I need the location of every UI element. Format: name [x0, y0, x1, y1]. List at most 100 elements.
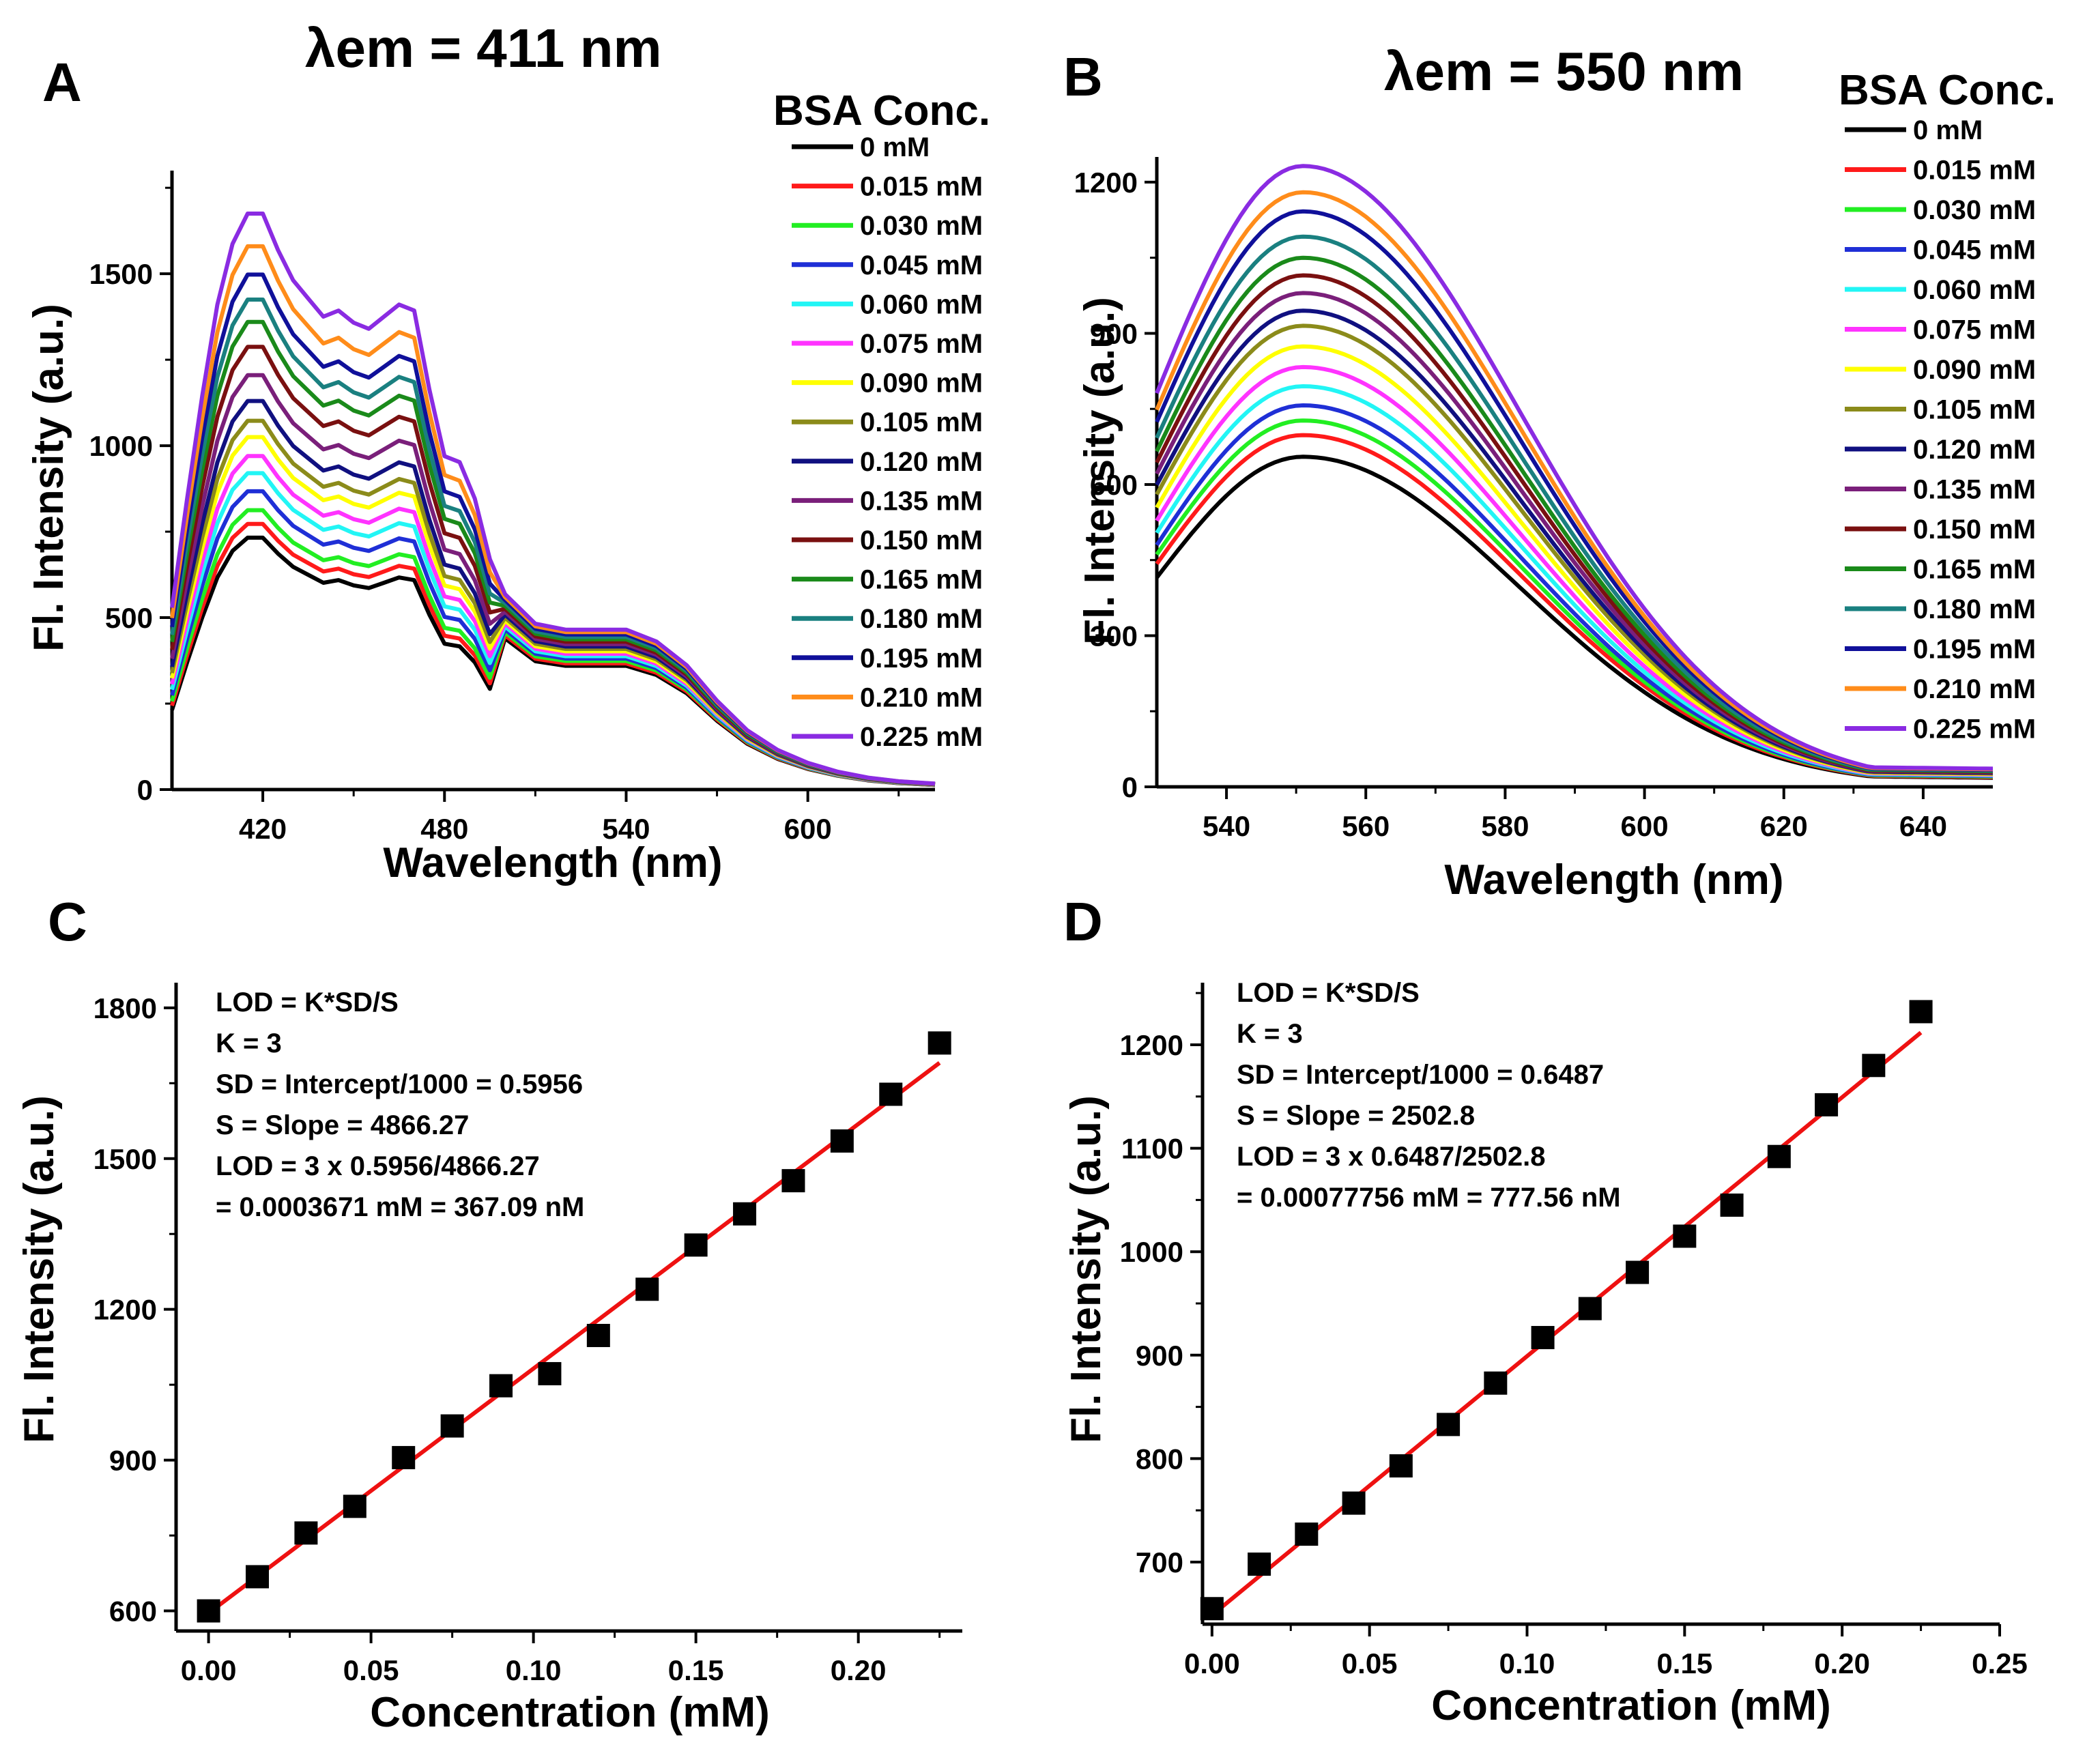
xlabel-b: Wavelength (nm) — [1444, 856, 1783, 904]
data-point-c-2 — [294, 1521, 318, 1545]
data-point-c-8 — [586, 1323, 610, 1347]
annotation-d-4: S = Slope = 2502.8 — [1237, 1101, 1475, 1131]
legend-label-a-11: 0.165 mM — [860, 565, 983, 595]
ylabel-c: Fl. Intensity (a.u.) — [16, 1095, 63, 1443]
legend-label-b-3: 0.045 mM — [1913, 235, 2036, 265]
fit-line-d — [1210, 1030, 1923, 1617]
data-point-c-10 — [684, 1233, 708, 1257]
data-point-c-13 — [830, 1129, 854, 1153]
x-tick-label-d-4: 0.20 — [1814, 1647, 1870, 1679]
y-tick-label-a-3: 1500 — [89, 258, 153, 290]
data-point-d-13 — [1815, 1093, 1839, 1116]
y-tick-label-a-1: 500 — [105, 602, 153, 634]
legend-title-a: BSA Conc. — [773, 87, 990, 134]
data-point-c-7 — [538, 1361, 562, 1385]
panel-label-c: C — [48, 891, 87, 952]
legend-label-a-5: 0.075 mM — [860, 329, 983, 359]
x-tick-label-c-0: 0.00 — [181, 1654, 237, 1686]
spectrum-b-8 — [1155, 308, 1994, 775]
y-tick-label-c-3: 1500 — [94, 1143, 157, 1175]
x-tick-label-d-3: 0.15 — [1656, 1647, 1712, 1679]
data-point-c-15 — [927, 1031, 951, 1055]
data-point-d-12 — [1767, 1144, 1791, 1168]
data-point-d-0 — [1200, 1597, 1224, 1621]
spectrum-a-7 — [170, 418, 936, 787]
y-tick-label-a-2: 1000 — [89, 430, 153, 462]
annotation-d-2: K = 3 — [1237, 1019, 1303, 1049]
spectrum-a-13 — [170, 272, 936, 786]
y-tick-label-d-0: 700 — [1136, 1546, 1183, 1578]
x-tick-label-d-0: 0.00 — [1184, 1647, 1240, 1679]
y-tick-label-c-4: 1800 — [94, 992, 157, 1024]
legend-label-b-0: 0 mM — [1913, 115, 1983, 145]
data-point-d-2 — [1295, 1522, 1319, 1546]
y-tick-label-c-2: 1200 — [94, 1294, 157, 1326]
x-tick-label-b-4: 620 — [1760, 810, 1808, 842]
y-tick-label-d-5: 1200 — [1120, 1029, 1183, 1061]
legend-label-a-14: 0.210 mM — [860, 682, 983, 712]
legend-label-b-13: 0.195 mM — [1913, 635, 2036, 665]
x-tick-label-b-0: 540 — [1203, 810, 1250, 842]
x-tick-label-b-2: 580 — [1481, 810, 1529, 842]
y-tick-label-d-4: 1100 — [1121, 1133, 1183, 1165]
legend-label-a-3: 0.045 mM — [860, 250, 983, 280]
data-point-d-5 — [1437, 1413, 1461, 1436]
x-tick-label-a-2: 540 — [602, 813, 650, 845]
spectrum-a-14 — [170, 244, 936, 786]
data-point-c-12 — [781, 1169, 805, 1193]
annotation-c-2: K = 3 — [216, 1028, 282, 1058]
x-tick-label-d-5: 0.25 — [1972, 1647, 2028, 1679]
x-tick-label-b-5: 640 — [1899, 810, 1947, 842]
x-tick-label-c-2: 0.10 — [506, 1654, 562, 1686]
panel-b: 540 560 580 600 620 640 0 300 600 900 1200 0 mM 0.01… — [1074, 115, 2037, 842]
legend-label-b-15: 0.225 mM — [1913, 714, 2036, 745]
legend-label-a-8: 0.120 mM — [860, 447, 983, 477]
panel-label-b: B — [1063, 46, 1103, 107]
x-tick-label-d-2: 0.10 — [1499, 1647, 1555, 1679]
data-point-d-11 — [1720, 1193, 1744, 1217]
y-tick-label-b-3: 900 — [1090, 317, 1138, 349]
annotation-c-6: = 0.0003671 mM = 367.09 nM — [216, 1192, 584, 1222]
legend-label-a-6: 0.090 mM — [860, 369, 983, 399]
legend-label-a-7: 0.105 mM — [860, 407, 983, 437]
fit-line-c — [207, 1061, 941, 1615]
annotation-c-3: SD = Intercept/1000 = 0.5956 — [216, 1069, 583, 1099]
data-point-c-14 — [879, 1082, 903, 1106]
x-tick-label-a-3: 600 — [784, 813, 832, 845]
panel-label-d: D — [1063, 891, 1103, 952]
annotation-c-4: S = Slope = 4866.27 — [216, 1110, 469, 1140]
legend-label-b-6: 0.090 mM — [1913, 355, 2036, 385]
y-tick-label-b-4: 1200 — [1074, 167, 1138, 199]
data-point-d-6 — [1484, 1371, 1508, 1395]
data-point-d-4 — [1389, 1454, 1413, 1478]
y-tick-label-b-1: 300 — [1090, 620, 1138, 652]
annotation-d-5: LOD = 3 x 0.6487/2502.8 — [1237, 1142, 1546, 1172]
legend-title-b: BSA Conc. — [1839, 67, 2056, 114]
annotation-c-1: LOD = K*SD/S — [216, 987, 399, 1017]
legend-label-b-7: 0.105 mM — [1913, 395, 2036, 425]
spectrum-b-9 — [1155, 291, 1994, 775]
x-tick-label-b-1: 560 — [1342, 810, 1390, 842]
legend-label-a-10: 0.150 mM — [860, 525, 983, 555]
legend-label-a-15: 0.225 mM — [860, 722, 983, 752]
x-tick-label-c-1: 0.05 — [343, 1654, 399, 1686]
data-point-d-1 — [1248, 1553, 1271, 1576]
x-tick-label-d-1: 0.05 — [1342, 1647, 1398, 1679]
ylabel-d: Fl. Intensity (a.u.) — [1063, 1095, 1110, 1443]
panel-label-a: A — [42, 52, 82, 113]
data-point-c-6 — [489, 1374, 513, 1398]
legend-label-a-0: 0 mM — [860, 132, 930, 162]
legend-label-b-14: 0.210 mM — [1913, 674, 2036, 704]
data-point-c-3 — [343, 1495, 366, 1518]
data-point-d-9 — [1626, 1260, 1650, 1284]
y-tick-label-b-2: 600 — [1090, 469, 1138, 501]
legend-label-a-2: 0.030 mM — [860, 211, 983, 241]
legend-label-a-13: 0.195 mM — [860, 644, 983, 674]
data-point-c-9 — [635, 1277, 659, 1301]
annotation-d-3: SD = Intercept/1000 = 0.6487 — [1237, 1060, 1604, 1090]
legend-label-a-4: 0.060 mM — [860, 289, 983, 319]
data-point-c-11 — [733, 1202, 757, 1226]
data-point-c-5 — [440, 1414, 464, 1438]
legend-label-b-10: 0.150 mM — [1913, 515, 2036, 545]
